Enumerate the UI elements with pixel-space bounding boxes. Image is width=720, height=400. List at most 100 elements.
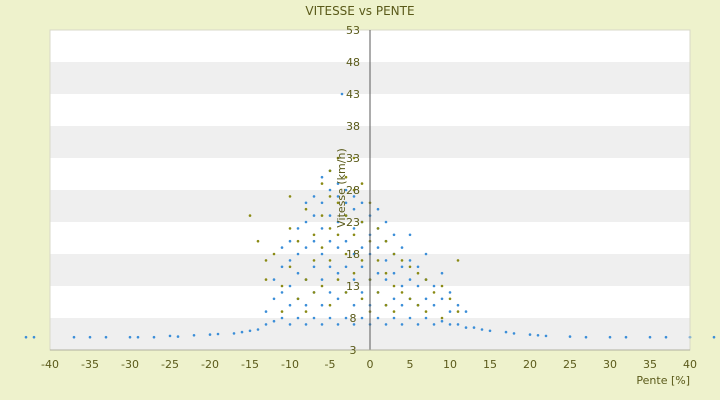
point-olive [288,195,292,198]
point-blue [464,310,468,313]
point-blue [272,319,276,323]
point-blue [280,291,284,294]
point-blue [104,335,108,339]
point-olive [288,265,292,269]
point-blue [352,207,356,211]
x-tick-label: 5 [407,358,414,371]
point-blue [392,297,396,301]
point-blue [424,297,428,301]
point-olive [280,310,284,313]
point-blue [336,297,340,301]
point-olive [344,175,348,179]
data-points [24,92,716,339]
point-blue [432,284,436,288]
point-blue [376,207,380,211]
point-blue [336,271,340,275]
point-blue [664,335,668,339]
point-blue [424,252,428,256]
point-olive [264,278,268,281]
point-blue [440,319,444,323]
point-blue [152,335,156,339]
point-olive [304,278,308,281]
point-olive [360,259,364,262]
point-olive [272,252,276,256]
point-blue [336,182,340,185]
point-blue [376,246,380,249]
x-tick-label: 30 [603,358,617,371]
point-blue [208,333,212,336]
x-tick-label: 35 [643,358,657,371]
point-blue [392,233,396,237]
point-blue [240,330,244,334]
x-tick-label: 10 [443,358,457,371]
point-blue [528,333,532,336]
point-blue [352,227,356,230]
point-olive [352,271,356,275]
point-blue [408,278,412,281]
point-blue [400,265,404,269]
point-olive [320,284,324,288]
point-blue [352,303,356,307]
point-blue [328,188,332,192]
y-tick-label: 23 [346,216,360,229]
point-blue [360,201,364,205]
point-olive [296,239,300,243]
point-blue [512,332,516,335]
point-olive [416,271,420,275]
point-blue [424,316,428,320]
x-tick-label: -15 [241,358,259,371]
point-blue [72,335,76,339]
point-blue [432,323,436,326]
point-blue [352,195,356,198]
point-olive [328,169,332,173]
point-blue [248,329,252,333]
point-blue [504,330,508,334]
point-olive [400,291,404,294]
point-olive [392,252,396,256]
point-blue [480,328,484,331]
point-olive [328,259,332,262]
point-olive [440,284,444,288]
point-blue [312,239,316,243]
point-blue [416,284,420,288]
point-olive [456,259,460,262]
chart-title: VITESSE vs PENTE [305,4,414,18]
point-blue [272,278,276,281]
point-blue [136,335,140,339]
point-olive [320,182,324,185]
point-blue [264,310,268,313]
point-blue [336,246,340,249]
point-blue [232,332,236,335]
point-blue [288,284,292,288]
y-tick-label: 3 [350,344,357,357]
axes [49,29,691,351]
point-blue [272,297,276,301]
point-olive [360,182,364,185]
point-olive [336,201,340,205]
x-tick-label: -35 [81,358,99,371]
point-blue [176,335,180,338]
point-blue [400,246,404,249]
point-blue [344,239,348,243]
point-olive [328,303,332,307]
point-blue [320,201,324,205]
point-olive [408,265,412,269]
x-tick-label: -20 [201,358,219,371]
point-blue [584,335,588,339]
point-olive [344,252,348,256]
point-blue [256,328,260,331]
point-olive [360,220,364,224]
point-olive [304,310,308,313]
y-tick-label: 43 [346,88,360,101]
point-olive [320,246,324,249]
tick-labels: -40 -35 -30 -25 -20 -15 -10 -5 0 5 10 15 20 25 30 35 40 3… [41,24,697,371]
point-blue [88,335,92,339]
point-olive [448,297,452,301]
x-tick-label: -30 [121,358,139,371]
point-blue [448,291,452,294]
point-blue [328,214,332,217]
y-tick-label: 13 [346,280,360,293]
y-tick-label: 28 [346,184,360,197]
point-blue [328,291,332,294]
